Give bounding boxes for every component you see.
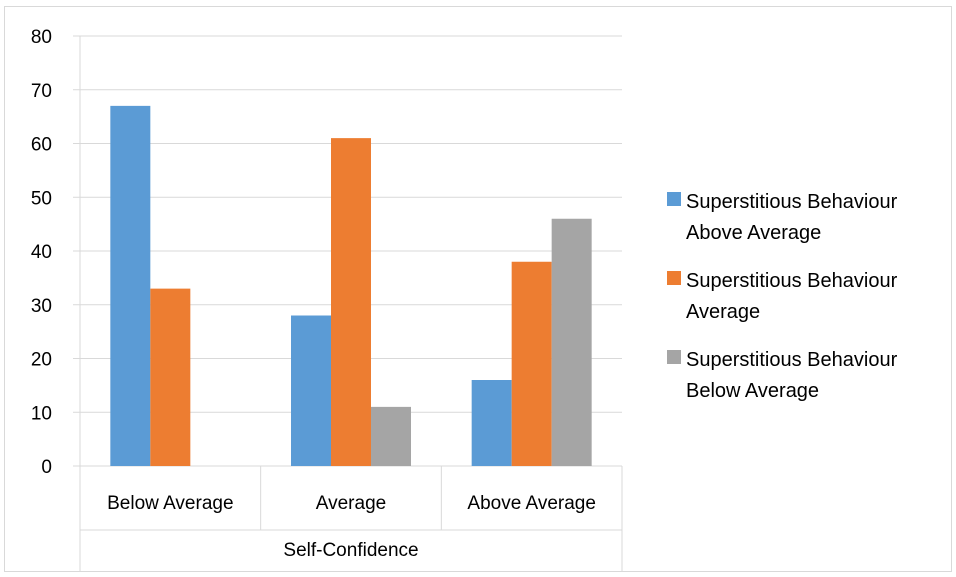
bar [331, 138, 371, 466]
legend-label: Above Average [686, 222, 821, 244]
bar [471, 380, 512, 466]
legend-label: Below Average [686, 380, 819, 402]
bars [110, 105, 592, 466]
y-tick-label: 0 [41, 457, 52, 478]
bar [291, 315, 331, 466]
y-tick-label: 10 [31, 403, 52, 424]
y-tick-label: 70 [31, 81, 52, 102]
y-tick-label: 80 [31, 27, 52, 48]
axes: 0 10 20 30 40 50 60 70 80 Below Average Average Abo… [31, 27, 623, 572]
bar [371, 406, 411, 466]
legend-swatch [667, 350, 681, 364]
x-group-label: Self-Confidence [283, 540, 418, 561]
bar [511, 261, 552, 466]
x-tick-label: Average [316, 493, 386, 514]
y-tick-label: 60 [31, 135, 52, 156]
y-tick-label: 50 [31, 188, 52, 209]
legend-label: Superstitious Behaviour [686, 270, 898, 292]
legend-label: Superstitious Behaviour [686, 191, 898, 213]
legend-label: Average [686, 301, 760, 323]
y-tick-label: 40 [31, 242, 52, 263]
legend-swatch [667, 271, 681, 285]
legend-label: Superstitious Behaviour [686, 349, 898, 371]
bar [551, 218, 592, 466]
x-tick-label: Above Average [467, 493, 596, 514]
y-tick-label: 20 [31, 350, 52, 371]
legend: Superstitious Behaviour Above Average Supe… [667, 191, 898, 402]
y-tick-label: 30 [31, 296, 52, 317]
x-tick-label: Below Average [107, 493, 233, 514]
bar [150, 288, 191, 466]
legend-swatch [667, 192, 681, 206]
bar [110, 105, 151, 466]
